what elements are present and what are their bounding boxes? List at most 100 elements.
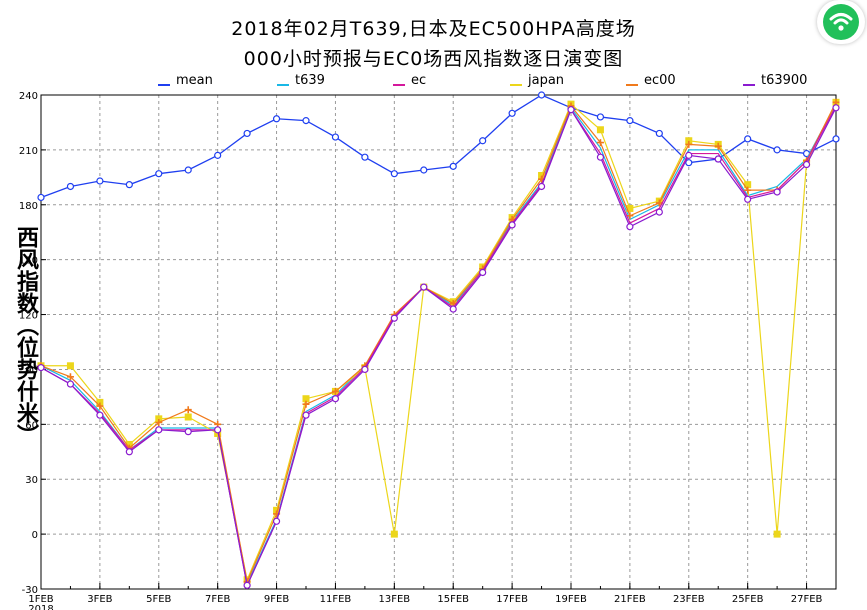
data-point	[361, 365, 369, 374]
y-tick-label: 30	[25, 475, 38, 486]
data-point	[331, 387, 339, 395]
data-point	[390, 170, 398, 178]
data-point	[125, 181, 133, 189]
data-point	[302, 411, 310, 419]
data-point	[66, 182, 75, 191]
series-line	[40, 105, 837, 588]
data-point	[449, 162, 457, 170]
data-point	[685, 151, 693, 159]
data-point	[214, 426, 222, 434]
y-tick-label: 180	[19, 201, 38, 212]
data-point	[331, 395, 340, 403]
data-point	[744, 181, 752, 189]
data-point	[626, 212, 634, 220]
data-point	[714, 142, 722, 150]
data-point	[96, 411, 104, 419]
data-point	[184, 413, 192, 421]
data-point	[243, 581, 251, 589]
data-point	[155, 419, 163, 427]
data-point	[66, 362, 74, 370]
data-point	[596, 113, 605, 121]
wifi-badge[interactable]	[817, 0, 865, 44]
data-point	[272, 517, 281, 525]
legend-label: ec	[411, 73, 426, 88]
data-point	[331, 133, 340, 141]
data-point	[479, 268, 487, 277]
data-point	[744, 135, 752, 143]
data-point	[96, 177, 104, 185]
y-tick-label: -30	[22, 585, 38, 596]
data-point	[596, 139, 604, 147]
x-tick-label: 3FEB	[87, 594, 112, 605]
data-point	[66, 380, 75, 388]
series-line	[40, 102, 837, 584]
data-point	[537, 91, 546, 99]
chart-title-line-2: 000小时预报与EC0场西风指数逐日演变图	[243, 48, 624, 70]
data-point	[184, 406, 192, 414]
data-point	[302, 117, 310, 125]
data-point	[420, 283, 428, 291]
legend-label: t63900	[761, 73, 807, 88]
y-tick-label: 150	[19, 256, 38, 267]
x-tick-label: 21FEB	[614, 594, 646, 605]
data-point	[508, 109, 516, 117]
data-point	[626, 117, 634, 125]
data-point	[272, 115, 281, 123]
data-point	[714, 155, 722, 163]
data-point	[596, 126, 604, 134]
data-point	[538, 172, 546, 180]
data-point	[155, 170, 163, 178]
y-tick-label: 210	[19, 146, 38, 157]
data-point	[685, 137, 693, 145]
data-point	[685, 159, 693, 167]
data-point	[626, 204, 634, 212]
y-tick-label: 60	[25, 420, 38, 431]
data-point	[537, 182, 546, 191]
data-point	[655, 208, 663, 216]
data-point	[685, 140, 693, 148]
y-tick-label: 0	[32, 530, 38, 541]
x-tick-label: 1FEB	[28, 594, 53, 605]
data-point	[273, 506, 281, 514]
x-tick-label: 9FEB	[264, 594, 289, 605]
y-tick-label: 120	[19, 311, 38, 322]
x-tick-label: 17FEB	[496, 594, 528, 605]
data-point	[302, 400, 310, 408]
x-tick-label: 23FEB	[673, 594, 705, 605]
data-point	[243, 129, 251, 138]
y-tick-label: 90	[25, 365, 38, 376]
data-point	[96, 398, 104, 406]
data-point	[214, 429, 222, 437]
x-tick-label: 2018	[28, 604, 53, 610]
legend-label: t639	[295, 73, 325, 88]
data-point	[626, 223, 634, 231]
data-point	[125, 440, 133, 448]
data-point	[744, 186, 752, 194]
data-point	[155, 415, 163, 423]
data-point	[596, 153, 605, 161]
data-point	[773, 530, 781, 538]
data-point	[567, 106, 575, 114]
data-point	[66, 373, 74, 381]
data-point	[744, 195, 752, 203]
data-point	[361, 153, 369, 161]
data-point	[302, 395, 310, 403]
series-line	[40, 107, 837, 588]
data-point	[449, 305, 457, 313]
data-point	[184, 166, 192, 174]
data-point	[773, 146, 781, 154]
series-line	[41, 102, 837, 582]
data-point	[184, 428, 192, 436]
data-point	[37, 193, 45, 202]
legend-label: japan	[527, 73, 564, 88]
series-line	[40, 103, 837, 586]
legend-label: ec00	[644, 73, 676, 88]
chart-title-line-1: 2018年02月T639,日本及EC500HPA高度场	[231, 18, 636, 40]
x-tick-label: 5FEB	[146, 594, 171, 605]
data-point	[125, 448, 133, 456]
y-tick-label: 240	[19, 91, 38, 102]
data-point	[508, 221, 516, 229]
x-tick-label: 15FEB	[437, 594, 469, 605]
x-tick-label: 25FEB	[732, 594, 764, 605]
data-point	[802, 160, 811, 169]
